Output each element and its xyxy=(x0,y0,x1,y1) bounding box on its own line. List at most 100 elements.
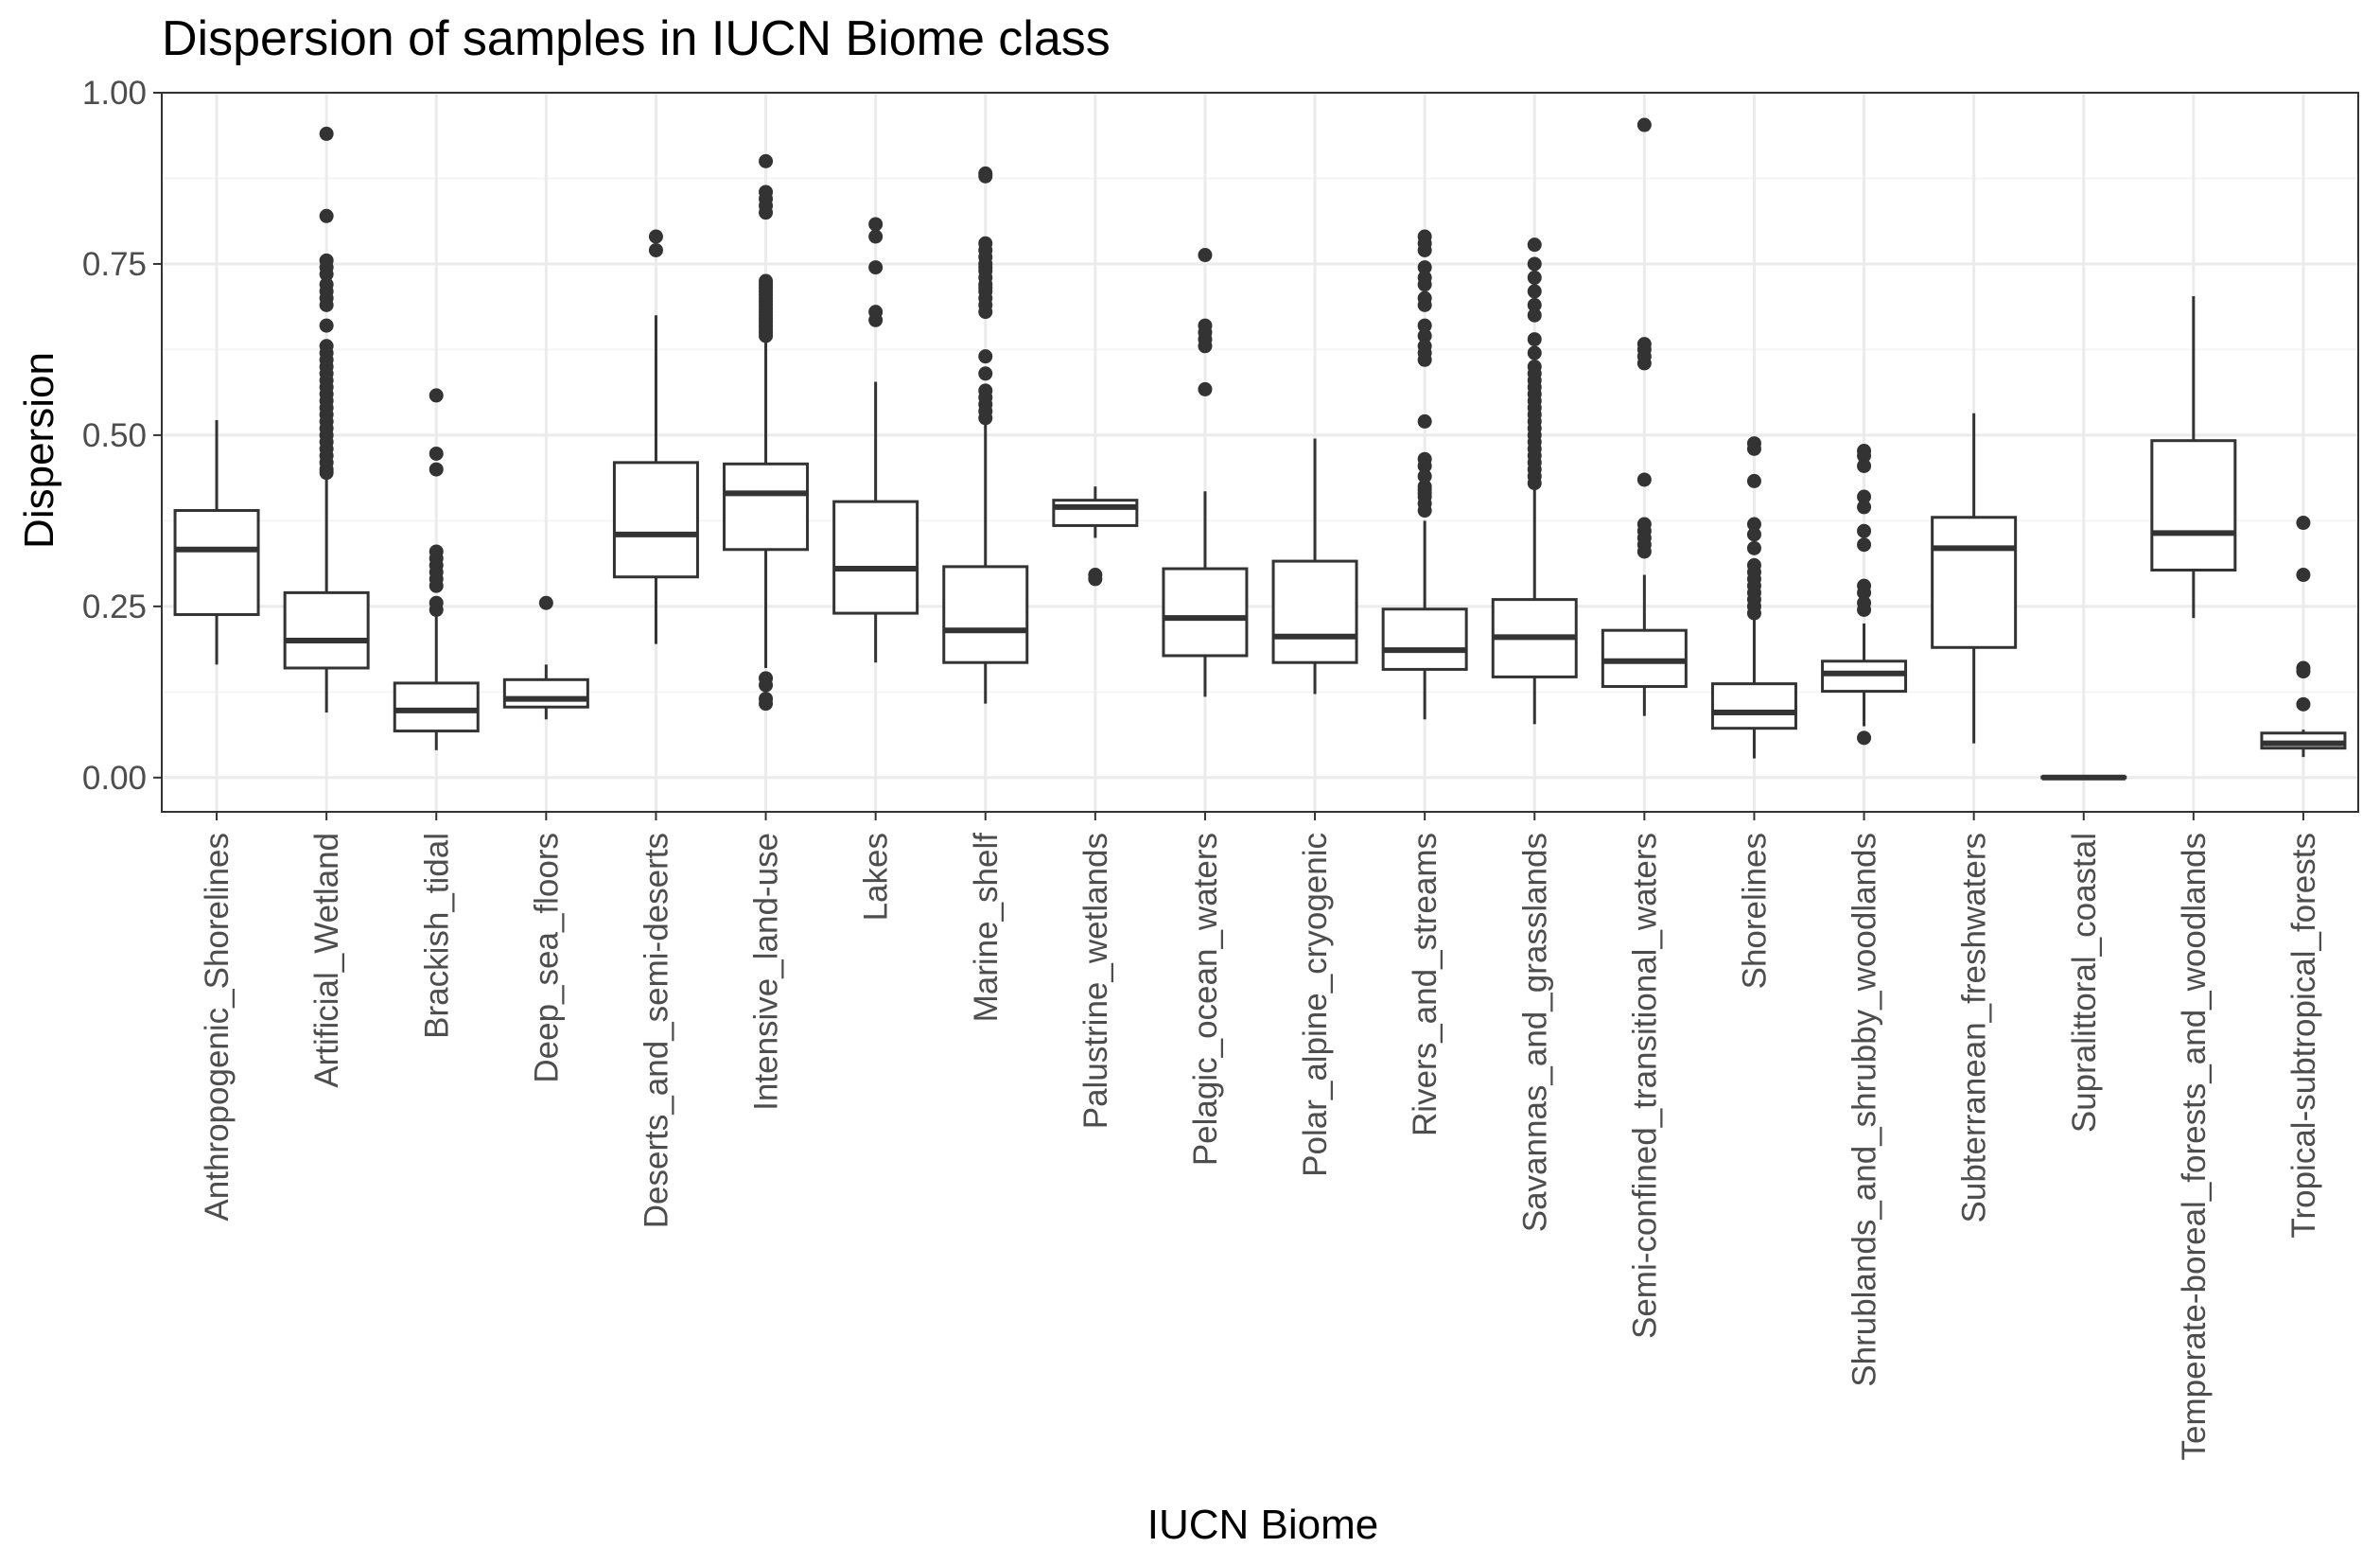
outlier-point xyxy=(978,305,993,320)
outlier-point xyxy=(1746,517,1761,532)
outlier-point xyxy=(978,168,993,184)
outlier-point xyxy=(1746,441,1761,456)
x-tick-label: Temperate-boreal_forests_and_woodlands xyxy=(2176,833,2213,1460)
outlier-point xyxy=(1198,248,1213,263)
outlier-point xyxy=(1417,242,1432,257)
plot-panel xyxy=(162,93,2358,812)
y-tick-label: 0.75 xyxy=(82,246,147,283)
outlier-point xyxy=(1417,413,1432,429)
outlier-point xyxy=(1417,328,1432,343)
outlier-point xyxy=(429,462,444,477)
x-tick-label: Savannas_and_grasslands xyxy=(1516,833,1553,1232)
box-group-Polar_alpine_cryogenic xyxy=(1271,438,1358,695)
outlier-point xyxy=(1857,602,1872,617)
outlier-point xyxy=(1857,489,1872,504)
box-group-Rivers_and_streams xyxy=(1381,229,1468,720)
outlier-point xyxy=(429,388,444,403)
outlier-point xyxy=(2296,568,2311,583)
outlier-point xyxy=(429,446,444,461)
outlier-point xyxy=(1527,308,1542,323)
outlier-point xyxy=(1527,237,1542,253)
outlier-point xyxy=(648,242,663,257)
outlier-point xyxy=(1527,256,1542,272)
outlier-point xyxy=(1857,448,1872,464)
outlier-point xyxy=(2296,516,2311,531)
x-tick-label: Palustrine_wetlands xyxy=(1077,833,1114,1129)
x-tick-label: Pelagic_ocean_waters xyxy=(1187,833,1224,1166)
x-tick-label: Brackish_tidal xyxy=(418,833,455,1039)
x-tick-label: Shorelines xyxy=(1736,833,1773,989)
plot-layer: 0.00 0.25 0.50 0.75 1.00 Anthropogenic_Shorel… xyxy=(82,75,2359,1460)
x-tick-label: Tropical-subtropical_forests xyxy=(2285,833,2322,1239)
outlier-point xyxy=(868,229,884,244)
box-iqr xyxy=(942,565,1029,664)
outlier-point xyxy=(1746,527,1761,542)
box-iqr xyxy=(723,462,810,552)
x-tick-label: Deep_sea_floors xyxy=(528,833,565,1083)
outlier-point xyxy=(1417,277,1432,292)
outlier-point xyxy=(1636,544,1652,559)
outlier-point xyxy=(1746,473,1761,488)
x-tick-label: Semi-confined_transitional_waters xyxy=(1626,833,1663,1339)
box-group-Intensive_land-use xyxy=(723,153,810,712)
y-tick-label: 0.50 xyxy=(82,417,147,454)
outlier-point xyxy=(1857,537,1872,553)
outlier-point xyxy=(759,677,774,693)
outlier-point xyxy=(1527,270,1542,285)
x-tick-label: Polar_alpine_cryogenic xyxy=(1297,833,1334,1177)
outlier-point xyxy=(978,366,993,381)
outlier-point xyxy=(978,349,993,364)
outlier-point xyxy=(868,260,884,275)
y-tick-label: 0.00 xyxy=(82,760,147,797)
x-tick-label: Subterranean_freshwaters xyxy=(1956,833,1993,1222)
box-iqr xyxy=(283,590,370,670)
box-group-Semi-confined_transitional_waters xyxy=(1601,117,1688,716)
x-tick-label: Shrublands_and_shrubby_woodlands xyxy=(1846,833,1883,1387)
outlier-point xyxy=(319,466,334,481)
box-group-Temperate-boreal_forests_and_woodlands xyxy=(2150,295,2237,619)
box-group-Savannas_and_grasslands xyxy=(1491,237,1578,725)
outlier-point xyxy=(1088,571,1103,587)
outlier-point xyxy=(1636,472,1652,487)
y-axis-title: Dispersion xyxy=(16,352,62,549)
box-iqr xyxy=(832,500,919,615)
outlier-point xyxy=(1527,284,1542,299)
box-group-Shorelines xyxy=(1710,436,1797,759)
box-group-Shrublands_and_shrubby_woodlands xyxy=(1821,444,1908,746)
y-tick-label: 1.00 xyxy=(82,75,147,112)
panel-border xyxy=(161,92,2359,813)
x-tick-label: Supralittoral_coastal xyxy=(2066,833,2103,1133)
x-tick-label: Anthropogenic_Shorelines xyxy=(199,833,236,1222)
outlier-point xyxy=(2296,664,2311,679)
box-iqr xyxy=(2150,439,2237,571)
box-group-Subterranean_freshwaters xyxy=(1931,413,2018,744)
outlier-point xyxy=(1417,352,1432,367)
outlier-point xyxy=(1857,458,1872,473)
x-tick-label: Artificial_Wetland xyxy=(308,833,345,1088)
x-tick-label: Deserts_and_semi-deserts xyxy=(638,833,674,1228)
box-group-Palustrine_wetlands xyxy=(1052,486,1139,587)
outlier-point xyxy=(1198,339,1213,354)
box-group-Tropical-subtropical_forests xyxy=(2260,516,2347,758)
box-iqr xyxy=(1381,607,1468,671)
box-group-Supralittoral_coastal xyxy=(2040,774,2127,781)
box-iqr xyxy=(1931,516,2018,649)
outlier-point xyxy=(759,153,774,168)
box-iqr xyxy=(173,509,260,617)
outlier-point xyxy=(1527,476,1542,491)
y-tick-label: 0.25 xyxy=(82,589,147,625)
outlier-point xyxy=(538,595,553,610)
x-tick-label: Lakes xyxy=(858,833,895,921)
outlier-point xyxy=(1417,318,1432,333)
outlier-point xyxy=(1636,117,1652,132)
outlier-point xyxy=(1746,606,1761,621)
outlier-point xyxy=(1527,332,1542,347)
outlier-point xyxy=(2296,696,2311,712)
outlier-point xyxy=(319,318,334,333)
outlier-point xyxy=(429,578,444,593)
outlier-point xyxy=(868,312,884,327)
box-iqr xyxy=(1052,499,1139,527)
box-iqr xyxy=(1162,567,1249,658)
outlier-point xyxy=(1417,503,1432,519)
